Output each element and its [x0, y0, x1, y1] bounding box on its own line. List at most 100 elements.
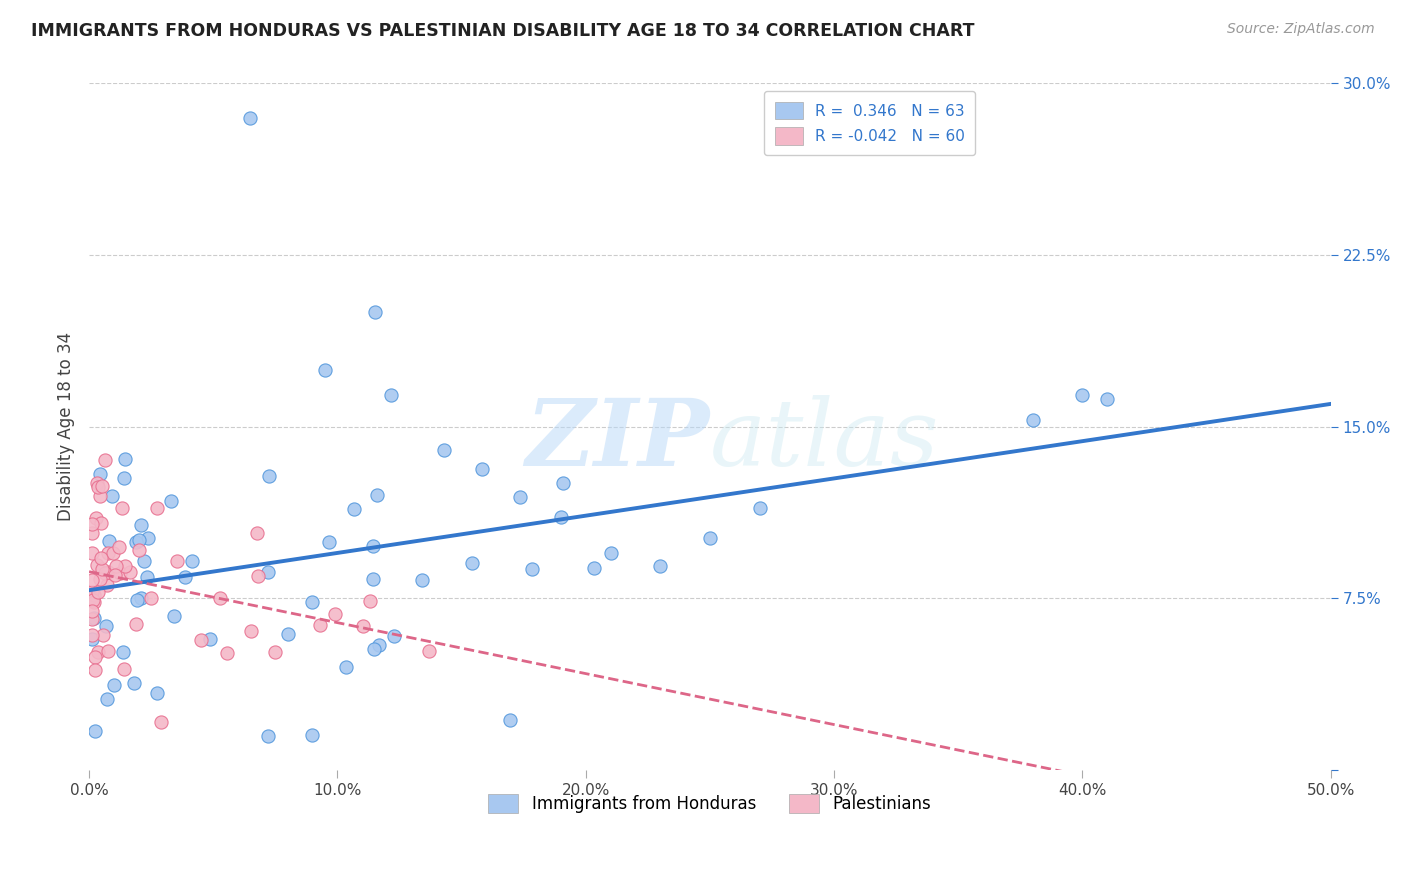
Point [90, 550, 112, 565]
Point [1071, 388, 1094, 402]
Point [323, 607, 346, 621]
Point [112, 662, 135, 676]
Point [91, 478, 114, 492]
Point [368, 638, 391, 652]
Point [118, 565, 141, 579]
Point [129, 518, 152, 533]
Point [80, 591, 103, 605]
Point [411, 574, 433, 588]
Point [93, 566, 115, 581]
Point [107, 540, 129, 554]
Point [97, 643, 120, 657]
Point [1021, 413, 1043, 427]
Point [550, 510, 572, 524]
Point [97, 533, 120, 548]
Point [209, 591, 232, 605]
Point [80, 525, 103, 540]
Point [111, 645, 134, 659]
Y-axis label: Disability Age 18 to 34: Disability Age 18 to 34 [58, 332, 75, 521]
Point [509, 490, 531, 504]
Point [83, 588, 105, 602]
Point [363, 641, 385, 656]
Point [90, 561, 112, 575]
Point [86, 558, 108, 573]
Text: ZIP: ZIP [526, 395, 710, 485]
Point [86, 476, 108, 491]
Point [125, 616, 148, 631]
Point [361, 539, 384, 553]
Point [335, 660, 357, 674]
Point [277, 627, 299, 641]
Point [84, 650, 107, 665]
Point [471, 462, 494, 476]
Point [104, 568, 127, 582]
Point [105, 559, 128, 574]
Point [301, 728, 323, 742]
Point [551, 476, 574, 491]
Point [433, 443, 456, 458]
Point [366, 488, 388, 502]
Point [80, 585, 103, 599]
Point [122, 676, 145, 690]
Point [650, 558, 672, 573]
Point [352, 619, 374, 633]
Point [112, 470, 135, 484]
Point [748, 501, 770, 516]
Point [461, 556, 484, 570]
Point [83, 595, 105, 609]
Point [129, 591, 152, 605]
Point [94, 618, 117, 632]
Point [382, 630, 405, 644]
Point [318, 535, 340, 549]
Point [80, 612, 103, 626]
Point [301, 595, 323, 609]
Point [103, 677, 125, 691]
Point [97, 565, 120, 579]
Point [343, 502, 366, 516]
Point [256, 729, 278, 743]
Point [127, 592, 149, 607]
Point [520, 562, 543, 576]
Point [163, 609, 186, 624]
Point [91, 628, 114, 642]
Legend: Immigrants from Honduras, Palestinians: Immigrants from Honduras, Palestinians [478, 784, 942, 823]
Point [380, 388, 402, 402]
Point [80, 628, 103, 642]
Point [136, 531, 159, 545]
Point [80, 573, 103, 587]
Point [190, 632, 212, 647]
Point [217, 646, 239, 660]
Point [87, 645, 110, 659]
Point [257, 565, 280, 579]
Point [246, 526, 269, 541]
Point [135, 570, 157, 584]
Point [166, 554, 188, 568]
Point [257, 469, 280, 483]
Point [103, 546, 125, 560]
Point [699, 531, 721, 545]
Point [101, 489, 124, 503]
Point [84, 511, 107, 525]
Point [110, 566, 132, 580]
Point [139, 591, 162, 605]
Point [90, 516, 112, 531]
Point [128, 533, 150, 547]
Point [125, 535, 148, 549]
Point [80, 546, 103, 560]
Point [114, 559, 136, 574]
Point [87, 585, 110, 599]
Point [97, 546, 120, 560]
Point [240, 624, 263, 639]
Point [582, 561, 605, 575]
Point [314, 362, 336, 376]
Text: Source: ZipAtlas.com: Source: ZipAtlas.com [1227, 22, 1375, 37]
Point [359, 593, 381, 607]
Point [418, 644, 440, 658]
Point [80, 632, 103, 646]
Point [80, 516, 103, 531]
Point [96, 692, 118, 706]
Point [94, 453, 117, 467]
Point [89, 572, 111, 586]
Point [150, 715, 173, 730]
Point [83, 663, 105, 677]
